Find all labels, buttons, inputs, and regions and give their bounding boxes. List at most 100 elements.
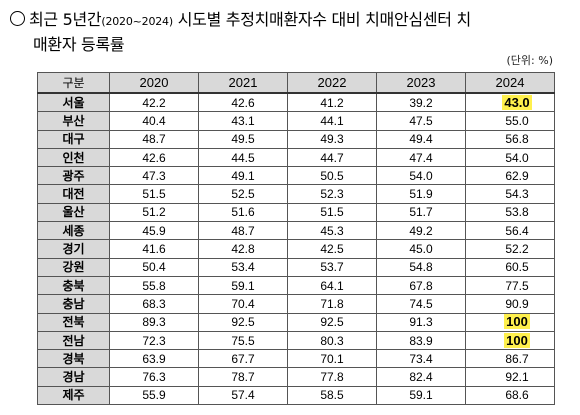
- value-cell: 44.7: [287, 147, 377, 168]
- table-row: 대전 51.5 52.5 52.3 51.9 54.3: [37, 184, 555, 204]
- value-cell: 54.0: [376, 166, 466, 186]
- value-cell: 39.2: [376, 92, 466, 113]
- value-cell: 62.9: [465, 166, 555, 186]
- region-cell: 대구: [37, 129, 110, 149]
- value-cell: 59.1: [376, 385, 466, 406]
- value-cell: 48.7: [198, 221, 288, 241]
- value-cell: 50.5: [287, 166, 377, 186]
- table-row: 충북 55.8 59.1 64.1 67.8 77.5: [37, 275, 555, 296]
- value-cell: 51.5: [287, 202, 377, 223]
- value-cell: 77.5: [465, 275, 555, 296]
- value-cell: 48.7: [109, 129, 199, 149]
- value-cell: 50.4: [109, 257, 199, 277]
- table-row: 경기 41.6 42.8 42.5 45.0 52.2: [37, 239, 555, 259]
- value-cell: 51.2: [109, 202, 199, 223]
- value-cell: 47.3: [109, 166, 199, 186]
- table-row: 경북 63.9 67.7 70.1 73.4 86.7: [37, 349, 555, 369]
- value-cell: 52.5: [198, 184, 288, 204]
- value-cell: 77.8: [287, 367, 377, 387]
- title-part1: 최근 5년간: [29, 10, 102, 29]
- highlighted-value: 43.0: [502, 94, 532, 110]
- table-header-row: 구분 2020 2021 2022 2023 2024: [37, 72, 555, 94]
- value-cell: 54.3: [465, 184, 555, 204]
- value-cell: 45.9: [109, 221, 199, 241]
- region-cell: 경남: [37, 367, 110, 387]
- value-cell: 43.0: [465, 92, 555, 113]
- highlighted-value: 100: [504, 332, 530, 348]
- value-cell: 74.5: [376, 294, 466, 314]
- registration-rate-table: 구분 2020 2021 2022 2023 2024 서울 42.2 42.6 41…: [37, 72, 555, 406]
- value-cell: 80.3: [287, 330, 377, 351]
- value-cell: 51.9: [376, 184, 466, 204]
- value-cell: 59.1: [198, 275, 288, 296]
- value-cell: 47.4: [376, 147, 466, 168]
- table-row: 대구 48.7 49.5 49.3 49.4 56.8: [37, 129, 555, 149]
- value-cell: 42.6: [198, 92, 288, 113]
- value-cell: 54.8: [376, 257, 466, 277]
- value-cell: 40.4: [109, 111, 199, 131]
- title-line2: 매환자 등록률: [33, 35, 125, 54]
- value-cell: 45.3: [287, 221, 377, 241]
- table-row: 울산 51.2 51.6 51.5 51.7 53.8: [37, 202, 555, 223]
- highlighted-value: 100: [504, 314, 530, 330]
- value-cell: 53.7: [287, 257, 377, 277]
- value-cell: 57.4: [198, 385, 288, 406]
- table-row: 전남 72.3 75.5 80.3 83.9 100: [37, 330, 555, 351]
- table-row: 제주 55.9 57.4 58.5 59.1 68.6: [37, 385, 555, 406]
- value-cell: 51.5: [109, 184, 199, 204]
- value-cell: 78.7: [198, 367, 288, 387]
- unit-label: (단위: %): [506, 54, 553, 67]
- table-body: 서울 42.2 42.6 41.2 39.2 43.0 부산 40.4 43.1 44.1 47.5…: [37, 92, 555, 406]
- region-cell: 제주: [37, 385, 110, 406]
- title-part2: 시도별 추정치매환자수 대비 치매안심센터 치: [172, 10, 471, 29]
- value-cell: 70.1: [287, 349, 377, 369]
- region-cell: 경기: [37, 239, 110, 259]
- region-cell: 충북: [37, 275, 110, 296]
- value-cell: 53.8: [465, 202, 555, 223]
- value-cell: 100: [465, 330, 555, 351]
- region-cell: 강원: [37, 257, 110, 277]
- value-cell: 49.4: [376, 129, 466, 149]
- value-cell: 91.3: [376, 312, 466, 332]
- value-cell: 49.5: [198, 129, 288, 149]
- value-cell: 68.3: [109, 294, 199, 314]
- value-cell: 52.2: [465, 239, 555, 259]
- bullet-circle-icon: [10, 11, 25, 26]
- region-cell: 경북: [37, 349, 110, 369]
- title-year-range: (2020~2024): [101, 15, 173, 28]
- value-cell: 41.2: [287, 92, 377, 113]
- table-row: 서울 42.2 42.6 41.2 39.2 43.0: [37, 92, 555, 113]
- value-cell: 73.4: [376, 349, 466, 369]
- header-year: 2022: [287, 72, 377, 94]
- value-cell: 49.2: [376, 221, 466, 241]
- value-cell: 55.9: [109, 385, 199, 406]
- value-cell: 51.7: [376, 202, 466, 223]
- header-year: 2023: [376, 72, 466, 94]
- table-row: 세종 45.9 48.7 45.3 49.2 56.4: [37, 221, 555, 241]
- region-cell: 충남: [37, 294, 110, 314]
- value-cell: 45.0: [376, 239, 466, 259]
- table-row: 광주 47.3 49.1 50.5 54.0 62.9: [37, 166, 555, 186]
- value-cell: 70.4: [198, 294, 288, 314]
- value-cell: 49.3: [287, 129, 377, 149]
- value-cell: 44.5: [198, 147, 288, 168]
- value-cell: 63.9: [109, 349, 199, 369]
- value-cell: 86.7: [465, 349, 555, 369]
- value-cell: 92.1: [465, 367, 555, 387]
- value-cell: 82.4: [376, 367, 466, 387]
- region-cell: 전북: [37, 312, 110, 332]
- value-cell: 71.8: [287, 294, 377, 314]
- table-row: 강원 50.4 53.4 53.7 54.8 60.5: [37, 257, 555, 277]
- value-cell: 58.5: [287, 385, 377, 406]
- value-cell: 41.6: [109, 239, 199, 259]
- table-row: 경남 76.3 78.7 77.8 82.4 92.1: [37, 367, 555, 387]
- value-cell: 72.3: [109, 330, 199, 351]
- value-cell: 68.6: [465, 385, 555, 406]
- region-cell: 세종: [37, 221, 110, 241]
- region-cell: 부산: [37, 111, 110, 131]
- value-cell: 64.1: [287, 275, 377, 296]
- value-cell: 49.1: [198, 166, 288, 186]
- value-cell: 92.5: [287, 312, 377, 332]
- value-cell: 90.9: [465, 294, 555, 314]
- value-cell: 55.0: [465, 111, 555, 131]
